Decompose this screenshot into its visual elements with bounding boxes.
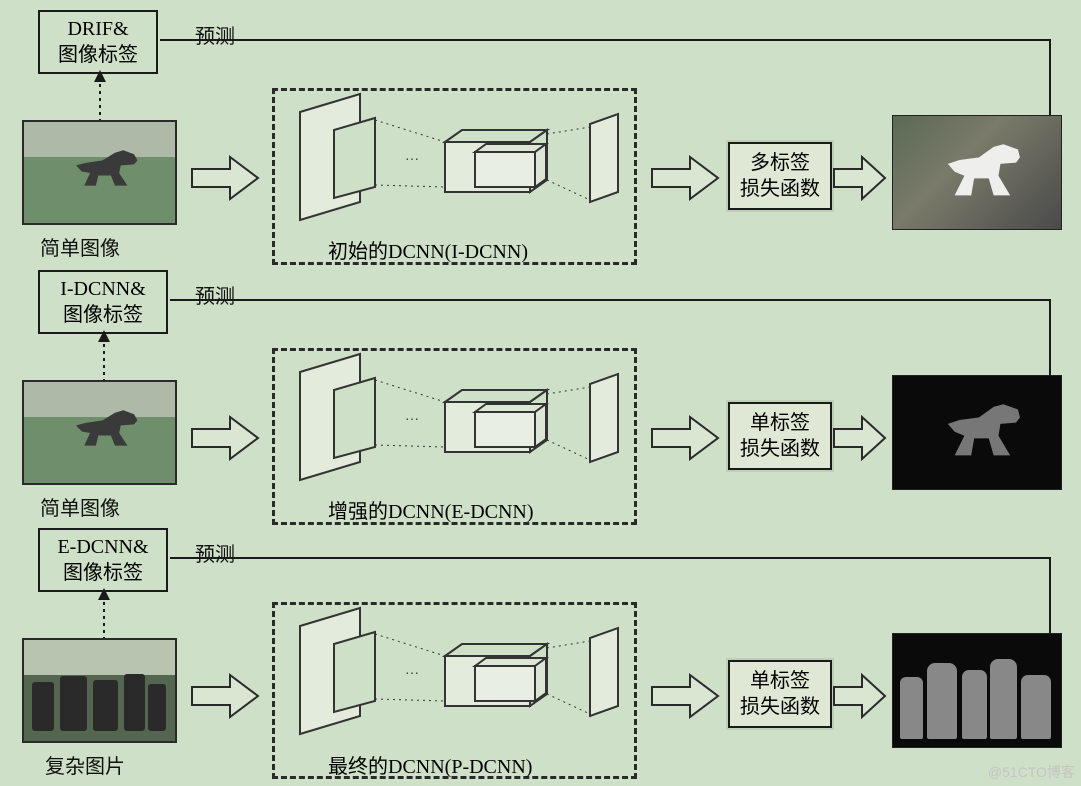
row1-label-line1: DRIF& bbox=[48, 16, 148, 42]
svg-text:···: ··· bbox=[405, 413, 419, 428]
row1-arrow-2 bbox=[650, 155, 720, 201]
row2-arrow-3 bbox=[832, 415, 887, 461]
watermark: @51CTO博客 bbox=[988, 762, 1075, 782]
row3-arrow-2 bbox=[650, 673, 720, 719]
row1-arrow-1 bbox=[190, 155, 260, 201]
row3-input-image bbox=[22, 638, 177, 743]
row3-arrow-1 bbox=[190, 673, 260, 719]
row1-input-image bbox=[22, 120, 177, 225]
row1-input-caption: 简单图像 bbox=[40, 232, 120, 261]
row1-label-box: DRIF& 图像标签 bbox=[38, 10, 158, 74]
row2-arrow-1 bbox=[190, 415, 260, 461]
row3-loss-box: 单标签 损失函数 bbox=[728, 660, 832, 728]
row2-output-image bbox=[892, 375, 1062, 490]
row1-loss-line1: 多标签 bbox=[740, 150, 820, 176]
row1-loss-box: 多标签 损失函数 bbox=[728, 142, 832, 210]
row3-loss-line1: 单标签 bbox=[740, 668, 820, 694]
row2-dcnn-svg: ··· bbox=[280, 352, 630, 502]
row2-input-image bbox=[22, 380, 177, 485]
row3-label-line1: E-DCNN& bbox=[48, 534, 158, 560]
row3-label-line2: 图像标签 bbox=[48, 560, 158, 586]
row3-up-dotted-arrow bbox=[96, 588, 112, 640]
row1-label-line2: 图像标签 bbox=[48, 42, 148, 68]
row1-output-image bbox=[892, 115, 1062, 230]
row3-label-box: E-DCNN& 图像标签 bbox=[38, 528, 168, 592]
row2-input-caption: 简单图像 bbox=[40, 492, 120, 521]
row1-up-dotted-arrow bbox=[92, 70, 108, 122]
row2-loss-box: 单标签 损失函数 bbox=[728, 402, 832, 470]
row3-dcnn-caption: 最终的DCNN(P-DCNN) bbox=[328, 750, 532, 779]
row2-up-dotted-arrow bbox=[96, 330, 112, 382]
row3-input-caption: 复杂图片 bbox=[45, 750, 125, 779]
row2-label-box: I-DCNN& 图像标签 bbox=[38, 270, 168, 334]
row2-arrow-2 bbox=[650, 415, 720, 461]
row2-label-line2: 图像标签 bbox=[48, 302, 158, 328]
row2-label-line1: I-DCNN& bbox=[48, 276, 158, 302]
row3-output-image bbox=[892, 633, 1062, 748]
row3-arrow-3 bbox=[832, 673, 887, 719]
row2-dcnn-caption: 增强的DCNN(E-DCNN) bbox=[328, 495, 534, 524]
row1-dcnn-svg: ··· bbox=[280, 92, 630, 242]
svg-text:···: ··· bbox=[405, 667, 419, 682]
row1-arrow-3 bbox=[832, 155, 887, 201]
row3-dcnn-svg: ··· bbox=[280, 606, 630, 756]
row1-dcnn-caption: 初始的DCNN(I-DCNN) bbox=[328, 235, 528, 264]
row2-loss-line1: 单标签 bbox=[740, 410, 820, 436]
row3-loss-line2: 损失函数 bbox=[740, 694, 820, 720]
dcnn-pipeline-diagram: DRIF& 图像标签 简单图像 预测 ··· 初始的DCNN(I-DCNN) 多… bbox=[0, 0, 1081, 786]
row2-loss-line2: 损失函数 bbox=[740, 436, 820, 462]
svg-text:···: ··· bbox=[405, 153, 419, 168]
row1-loss-line2: 损失函数 bbox=[740, 176, 820, 202]
